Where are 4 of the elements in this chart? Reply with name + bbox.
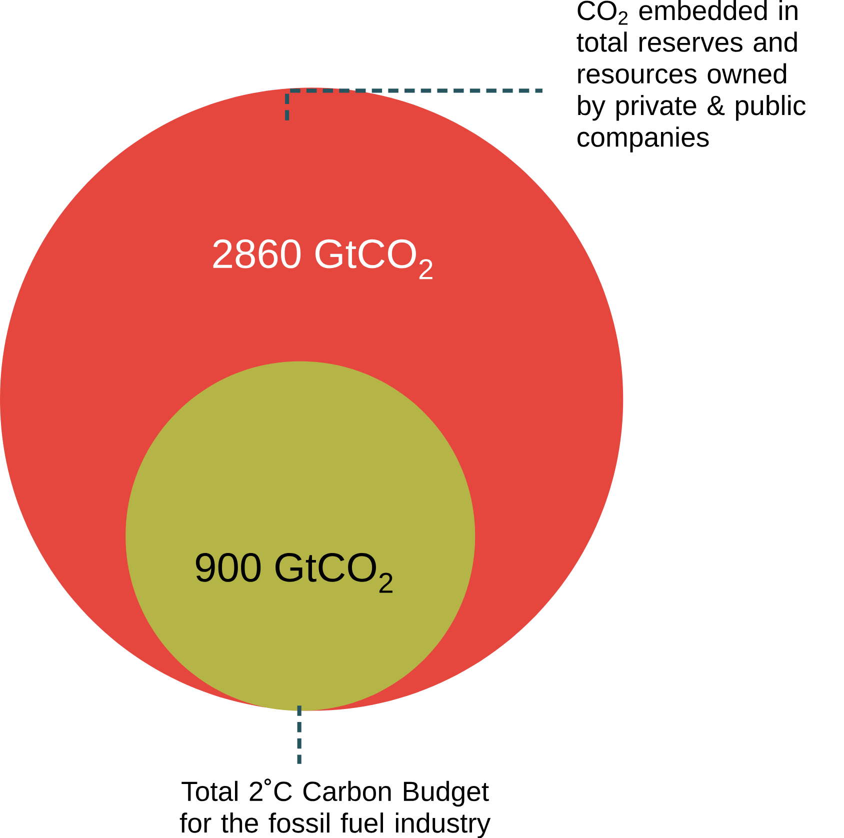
data-label: 900 GtCO$_{2}$ xyxy=(196,552,392,593)
category-label: Total 2˚C Carbon Budget for the fossil fuel industry xyxy=(180,778,491,838)
category-label: CO$_{2}$ embedded in total reserves and resources owned by private & public companies xyxy=(576,0,806,152)
data-label: 2860 GtCO$_{2}$ xyxy=(213,239,432,280)
